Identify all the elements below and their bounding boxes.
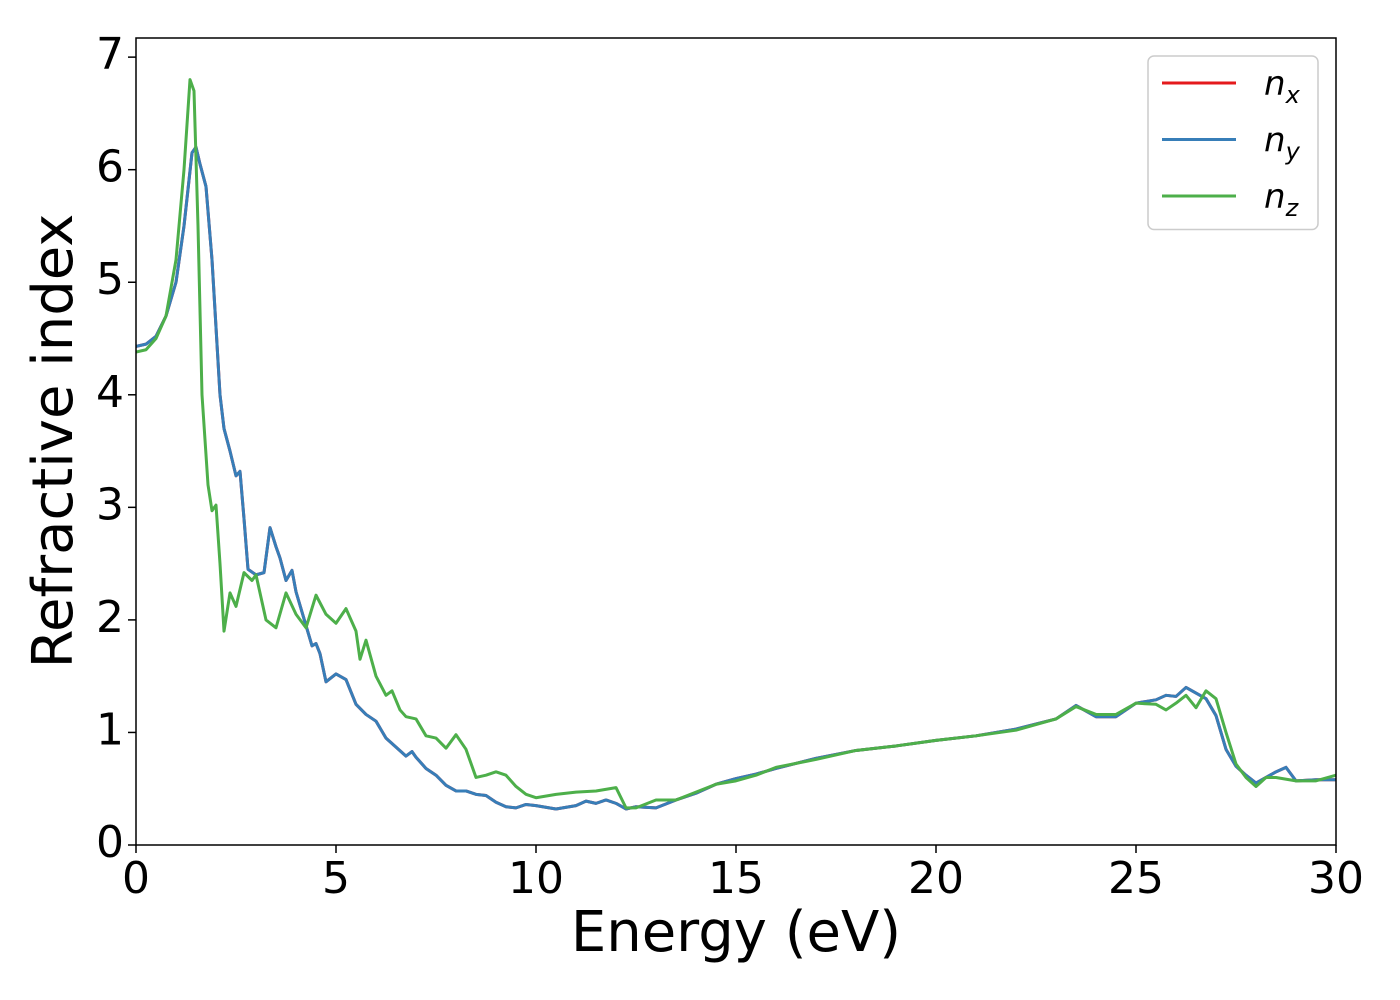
y-tick-label: 2 xyxy=(96,592,124,643)
plot-frame xyxy=(135,37,1337,846)
y-axis-label: Refractive index xyxy=(21,214,86,669)
series-line xyxy=(136,145,1336,811)
y-tick-label: 6 xyxy=(96,142,124,193)
x-tick-label: 25 xyxy=(1108,853,1164,904)
legend-label: ny xyxy=(1264,121,1301,166)
x-tick-label: 5 xyxy=(322,853,350,904)
x-axis-label: Energy (eV) xyxy=(571,900,901,965)
y-tick-label: 5 xyxy=(96,254,124,305)
y-tick-label: 4 xyxy=(96,367,124,418)
series-line xyxy=(136,78,1336,810)
x-tick-label: 10 xyxy=(508,853,564,904)
y-tick-label: 7 xyxy=(96,29,124,80)
x-tick-label: 15 xyxy=(708,853,764,904)
x-tick-label: 30 xyxy=(1308,853,1364,904)
x-tick-label: 0 xyxy=(122,853,150,904)
legend-box xyxy=(1147,55,1319,231)
y-tick-label: 3 xyxy=(96,479,124,530)
series-line xyxy=(136,145,1336,811)
y-tick-label: 0 xyxy=(96,817,124,868)
y-tick-label: 1 xyxy=(96,704,124,755)
legend-label: nx xyxy=(1264,64,1301,109)
x-tick-label: 20 xyxy=(908,853,964,904)
legend-label: nz xyxy=(1264,177,1300,222)
